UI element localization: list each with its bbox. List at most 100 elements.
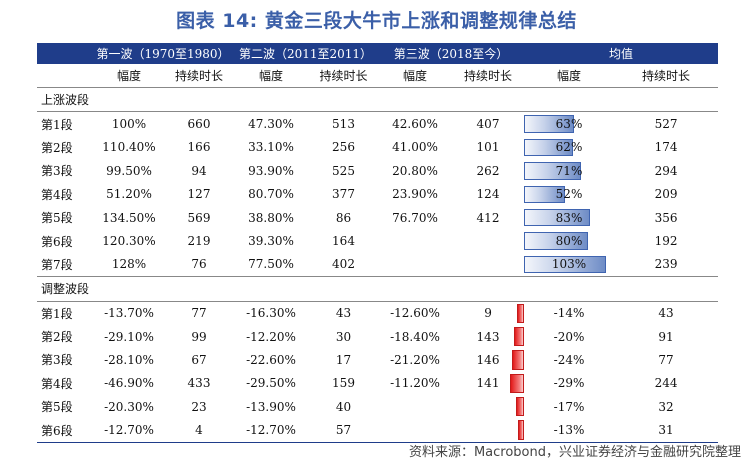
cell-w1-amp: 100% xyxy=(111,117,147,132)
cell-avg-dur: 244 xyxy=(654,376,678,391)
cell-avg-dur: 77 xyxy=(658,352,674,367)
cell-w3-dur: 101 xyxy=(476,140,500,155)
cell-w1-amp: -13.70% xyxy=(104,306,154,321)
cell-w2-amp: -22.60% xyxy=(246,352,296,367)
table-row: 第7段 128% 76 77.50% 402 103% 239 xyxy=(37,253,718,277)
corner-cell xyxy=(37,43,93,64)
cell-w2-dur: 256 xyxy=(332,140,355,155)
cell-w3-amp: -11.20% xyxy=(390,376,440,391)
avg-amplitude-negative-bar xyxy=(514,326,525,347)
wave-header-row: 第一波（1970至1980） 第二波（2011至2011） 第三波（2018至今… xyxy=(37,43,719,64)
avg-amplitude-label: -24% xyxy=(553,352,585,367)
cell-w1-dur: 4 xyxy=(165,418,233,443)
cell-w1-amp: 134.50% xyxy=(102,210,156,225)
cell-w2-amp: -13.90% xyxy=(246,399,296,414)
metric-header-row: 幅度 持续时长 幅度 持续时长 幅度 持续时长 幅度 持续时长 xyxy=(37,64,719,88)
table-row: 第2段 110.40% 166 33.10% 256 41.00% 101 62% 174 xyxy=(37,136,718,159)
cell-w1-amp: -12.70% xyxy=(93,418,165,443)
gold-bull-market-table: 第一波（1970至1980） 第二波（2011至2011） 第三波（2018至今… xyxy=(37,43,719,443)
cell-w1-dur: 569 xyxy=(187,210,211,225)
cell-w2-dur: 402 xyxy=(332,257,355,272)
cell-w1-dur: 433 xyxy=(187,376,211,391)
cell-w1-amp: -20.30% xyxy=(104,399,154,414)
row-label: 第6段 xyxy=(41,234,73,249)
table-row: 第5段 134.50% 569 38.80% 86 76.70% 412 83% 356 xyxy=(37,206,718,229)
cell-avg-dur: 91 xyxy=(658,329,674,344)
cell-avg-amp: -13% xyxy=(517,418,615,443)
cell-w3-dur: 141 xyxy=(476,376,500,391)
cell-w1-dur: 660 xyxy=(187,117,211,132)
cell-w2-dur: 30 xyxy=(335,329,352,344)
cell-w3-dur xyxy=(452,253,524,277)
wave1-header: 第一波（1970至1980） xyxy=(93,43,233,64)
cell-w2-amp: 38.80% xyxy=(248,210,294,225)
cell-w1-dur: 67 xyxy=(191,352,207,367)
cell-w1-amp: 51.20% xyxy=(106,187,152,202)
w3-duration-header: 持续时长 xyxy=(452,64,525,88)
cell-avg-dur: 32 xyxy=(658,399,674,414)
chart-title: 图表 14: 黄金三段大牛市上涨和调整规律总结 xyxy=(176,10,577,32)
source-note: 资料来源：Macrobond，兴业证券经济与金融研究院整理 xyxy=(408,445,741,460)
cell-w1-dur: 99 xyxy=(191,329,207,344)
avg-amplitude-header: 幅度 xyxy=(524,64,615,88)
table-row: 第4段 -46.90% 433 -29.50% 159 -11.20% 141 -29% 244 xyxy=(37,372,718,395)
section-label-down: 调整波段 xyxy=(37,276,719,302)
cell-w1-amp: -46.90% xyxy=(104,376,154,391)
cell-avg-amp: -17% xyxy=(515,395,614,418)
table-row: 第6段 -12.70% 4 -12.70% 57 -13% 31 xyxy=(37,418,719,443)
cell-avg-amp: -24% xyxy=(512,348,614,371)
cell-avg-amp: 62% xyxy=(524,136,614,159)
cell-w3-amp: 41.00% xyxy=(392,140,438,155)
row-label: 第3段 xyxy=(41,353,73,368)
row-label: 第6段 xyxy=(37,418,93,443)
cell-w3-amp: 42.60% xyxy=(392,117,438,132)
row-label: 第7段 xyxy=(41,257,73,272)
avg-amplitude-bar xyxy=(524,185,566,203)
avg-amplitude-label: 63% xyxy=(555,117,583,132)
cell-w1-amp: -28.10% xyxy=(104,352,154,367)
cell-w2-dur: 86 xyxy=(335,210,352,225)
cell-w3-dur: 262 xyxy=(476,163,500,178)
corner-cell xyxy=(37,64,93,88)
cell-avg-dur: 192 xyxy=(654,234,678,249)
avg-amplitude-label: -20% xyxy=(553,329,585,344)
cell-w2-amp: -12.70% xyxy=(233,418,309,443)
row-label: 第3段 xyxy=(41,164,73,179)
avg-amplitude-bar xyxy=(524,138,574,157)
cell-w2-amp: 47.30% xyxy=(248,117,294,132)
avg-amplitude-label: -13% xyxy=(553,423,585,438)
cell-w2-amp: 80.70% xyxy=(248,187,294,202)
cell-avg-amp: 71% xyxy=(524,159,614,182)
avg-amplitude-negative-bar xyxy=(515,397,525,417)
cell-w3-amp: -18.40% xyxy=(390,329,440,344)
cell-w1-dur: 127 xyxy=(187,187,211,202)
avg-amplitude-label: -29% xyxy=(553,376,585,391)
avg-amplitude-negative-bar xyxy=(517,303,525,323)
row-label: 第2段 xyxy=(41,140,73,155)
w3-amplitude-header: 幅度 xyxy=(378,64,452,88)
cell-w1-amp: 128% xyxy=(111,257,147,272)
avg-amplitude-negative-bar xyxy=(510,373,525,394)
row-label: 第2段 xyxy=(41,330,73,345)
cell-avg-dur: 174 xyxy=(654,140,678,155)
row-label: 第5段 xyxy=(41,400,73,415)
cell-w3-amp xyxy=(378,253,452,277)
table-row: 第5段 -20.30% 23 -13.90% 40 -17% 32 xyxy=(37,395,718,418)
cell-w3-dur xyxy=(452,395,524,418)
cell-w3-amp: -21.20% xyxy=(390,352,440,367)
wave2-header: 第二波（2011至2011） xyxy=(233,43,378,64)
cell-w1-dur: 76 xyxy=(191,257,207,272)
cell-w1-dur: 94 xyxy=(191,163,207,178)
cell-avg-dur: 239 xyxy=(654,257,678,272)
avg-amplitude-label: 80% xyxy=(555,234,583,249)
avg-amplitude-label: 62% xyxy=(555,140,583,155)
down-section: 调整波段 第1段 -13.70% 77 -16.30% 43 -12.60% 9 -14% 43… xyxy=(37,276,719,443)
cell-w3-dur: 9 xyxy=(484,306,492,321)
cell-avg-amp: 103% xyxy=(524,253,614,277)
avg-amplitude-negative-bar xyxy=(512,350,525,370)
cell-w1-amp: 99.50% xyxy=(106,163,152,178)
avg-amplitude-label: 52% xyxy=(555,187,583,202)
cell-w2-dur: 43 xyxy=(335,306,352,321)
avg-amplitude-bar xyxy=(524,115,575,133)
section-label-up: 上涨波段 xyxy=(37,87,719,113)
